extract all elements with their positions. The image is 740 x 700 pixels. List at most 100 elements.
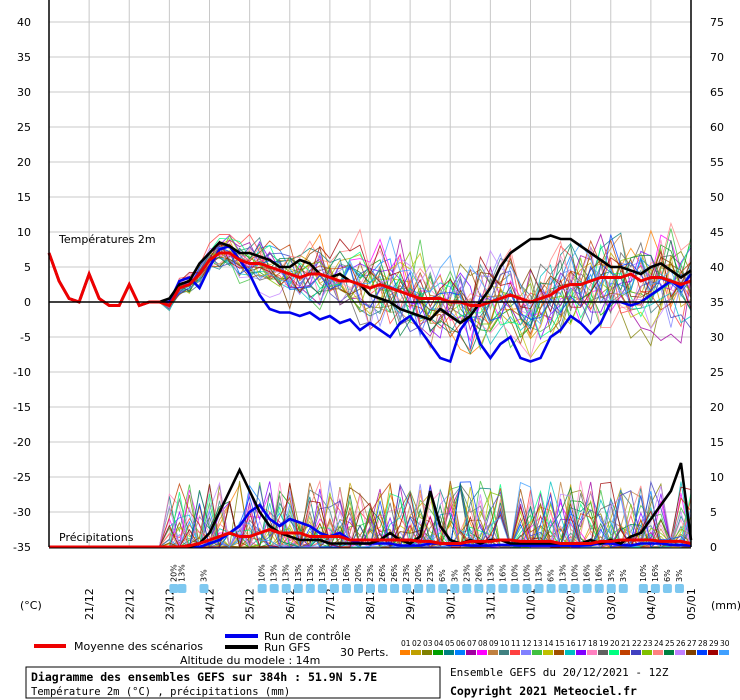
left-tick-label: -15 [13,401,31,414]
pert-legend-number: 15 [555,639,565,648]
pert-legend-number: 28 [698,639,708,648]
right-tick-label: 60 [710,121,724,134]
snow-probability-label: 13% [535,564,544,582]
copyright: Copyright 2021 Meteociel.fr [450,684,637,698]
left-tick-label: 5 [24,261,31,274]
pert-legend-number: 22 [632,639,642,648]
snow-flake-icon [618,584,628,593]
title-box [25,666,441,699]
pert-legend-number: 08 [478,639,488,648]
legend-gfs-label: Run GFS [264,641,310,654]
left-tick-label: 0 [24,296,31,309]
pert-legend-swatch [521,650,531,655]
snow-probability-label: 13% [294,564,303,582]
snow-flake-icon [594,584,604,593]
pert-legend-swatch [422,650,432,655]
pert-legend-number: 07 [467,639,477,648]
snow-flake-icon [257,584,267,593]
right-tick-label: 70 [710,51,724,64]
snow-probability-label: 10% [522,564,531,582]
right-tick-label: 65 [710,86,724,99]
date-tick-label: 28/12 [364,588,377,620]
pert-legend-number: 14 [544,639,554,648]
pert-legend-swatch [444,650,454,655]
left-tick-label: -5 [20,331,31,344]
pert-legend-number: 27 [687,639,697,648]
pert-legend-number: 12 [522,639,532,648]
snow-probability-label: 23% [462,564,471,582]
snow-probability-label: 20% [354,564,363,582]
pert-legend-swatch [400,650,410,655]
pert-legend-number: 30 [720,639,730,648]
date-tick-label: 24/12 [204,588,217,620]
pert-legend-number: 29 [709,639,719,648]
snow-probability-label: 13% [177,564,186,582]
snow-flake-icon [474,584,484,593]
snow-probability-label: 20% [169,564,178,582]
date-tick-label: 21/12 [83,588,96,620]
pert-legend-number: 10 [500,639,510,648]
pert-legend-number: 16 [566,639,576,648]
snow-flake-icon [462,584,472,593]
snow-flake-icon [414,584,424,593]
snow-flake-icon [498,584,508,593]
snow-flake-icon [281,584,291,593]
snow-probability-label: 3% [607,569,616,582]
snow-probability-label: 10% [330,564,339,582]
snow-probability-label: 6% [438,569,447,582]
snow-probability-label: 3% [450,569,459,582]
snow-probability-label: 26% [390,564,399,582]
date-tick-label: 26/12 [284,588,297,620]
pert-legend-number: 20 [610,639,620,648]
pert-legend-number: 04 [434,639,444,648]
chart-subtitle: Température 2m (°C) , précipitations (mm… [31,686,290,698]
left-tick-label: -30 [13,506,31,519]
left-tick-label: 20 [17,156,31,169]
pert-legend-swatch [598,650,608,655]
snow-probability-label: 3% [199,569,208,582]
snow-probability-label: 13% [306,564,315,582]
pert-legend-number: 24 [654,639,664,648]
right-tick-label: 40 [710,261,724,274]
snow-flake-icon [534,584,544,593]
right-tick-label: 15 [710,436,724,449]
left-tick-label: 25 [17,121,31,134]
snow-flake-icon [606,584,616,593]
pert-legend-swatch [609,650,619,655]
right-tick-label: 55 [710,156,724,169]
snow-flake-icon [177,584,187,593]
pert-legend-number: 13 [533,639,543,648]
right-tick-label: 20 [710,401,724,414]
pert-legend-number: 09 [489,639,499,648]
model-altitude: Altitude du modele : 14m [180,654,320,667]
snow-flake-icon [486,584,496,593]
snow-probability-label: 26% [474,564,483,582]
date-tick-label: 27/12 [324,588,337,620]
pert-legend-number: 11 [511,639,521,648]
snow-flake-icon [169,584,179,593]
left-tick-label: -20 [13,436,31,449]
left-tick-label: -35 [13,541,31,554]
snow-probability-label: 13% [270,564,279,582]
snow-probability-row: 20% 13% 3% 10% 13% 13% 13% 13% 13% 10% 16% 20% 23% 26… [169,564,684,593]
pert-legend-number: 23 [643,639,653,648]
pert-legend-swatch [455,650,465,655]
snow-flake-icon [317,584,327,593]
date-tick-label: 01/01 [525,588,538,620]
right-tick-label: 50 [710,191,724,204]
snow-probability-label: 10% [258,564,267,582]
date-tick-label: 25/12 [244,588,257,620]
snow-flake-icon [450,584,460,593]
pert-legend-swatch [631,650,641,655]
pert-legend-swatch [576,650,586,655]
pert-legend-number: 18 [588,639,598,648]
snow-probability-label: 26% [378,564,387,582]
temperature-section-label: Températures 2m [58,233,156,246]
date-tick-label: 29/12 [404,588,417,620]
snow-flake-icon [522,584,532,593]
date-tick-label: 05/01 [685,588,698,620]
chart-axes: 4035302520151050-5-10-15-20-25-30-357570… [13,0,724,620]
snow-probability-label: 16% [583,564,592,582]
right-tick-label: 25 [710,366,724,379]
